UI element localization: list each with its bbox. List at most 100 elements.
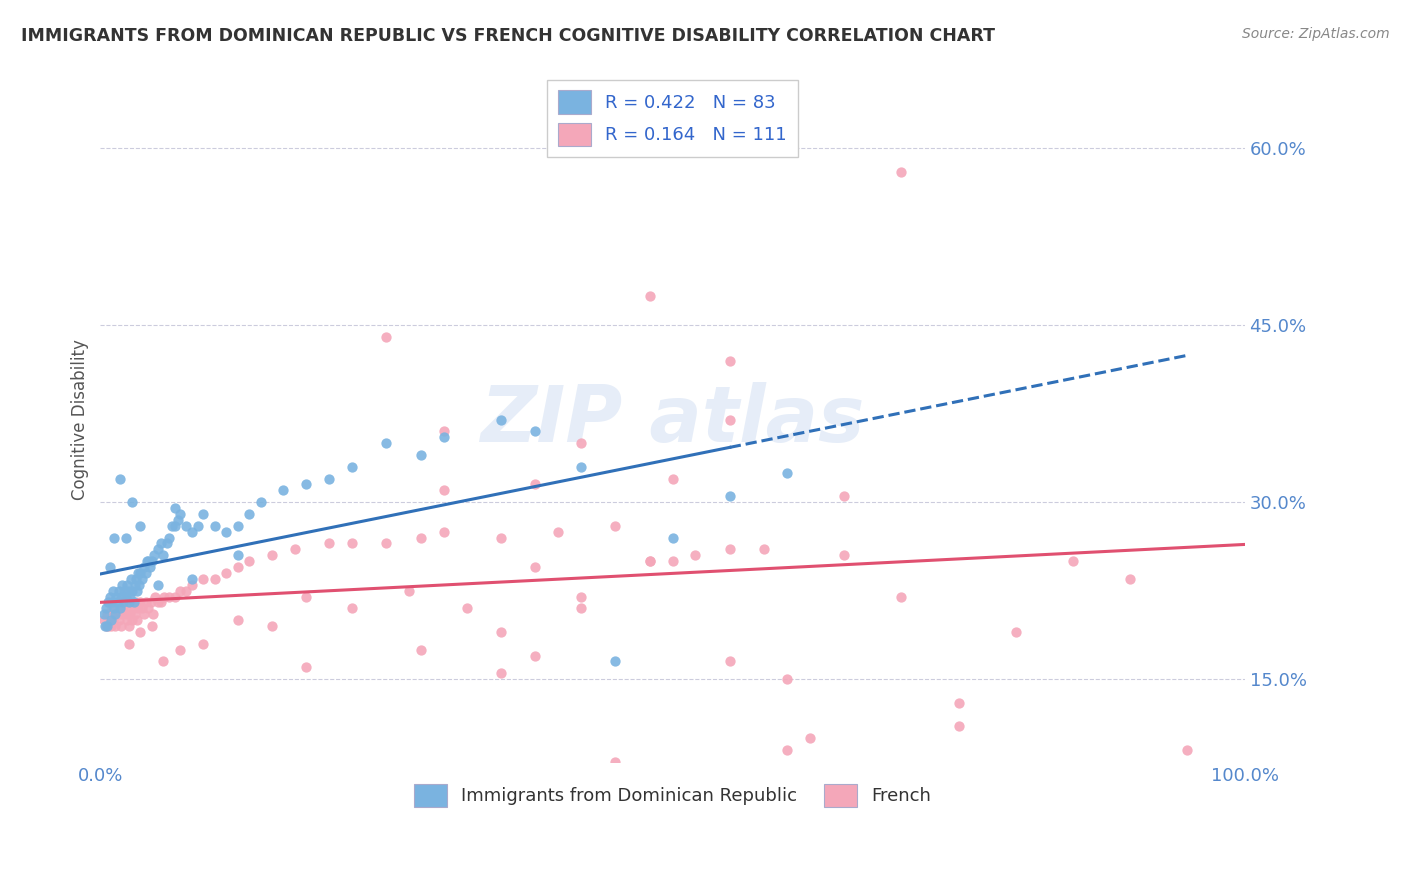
Point [128, 578, 150, 592]
Point [1062, 554, 1084, 568]
Point [605, 755, 627, 769]
Point [132, 607, 155, 622]
Point [117, 601, 139, 615]
Point [193, 637, 215, 651]
Point [433, 524, 456, 539]
Point [318, 472, 340, 486]
Point [489, 666, 512, 681]
Point [409, 642, 432, 657]
Point [125, 613, 148, 627]
Point [124, 578, 146, 592]
Point [122, 595, 145, 609]
Point [776, 466, 799, 480]
Point [661, 554, 683, 568]
Point [139, 595, 162, 609]
Point [295, 660, 318, 674]
Point [94, 619, 117, 633]
Point [120, 572, 142, 586]
Point [112, 583, 135, 598]
Point [249, 495, 271, 509]
Point [295, 477, 318, 491]
Legend: Immigrants from Dominican Republic, French: Immigrants from Dominican Republic, Fren… [406, 777, 938, 814]
Point [295, 590, 318, 604]
Point [375, 436, 398, 450]
Point [103, 531, 125, 545]
Point [127, 601, 149, 615]
Point [101, 613, 124, 627]
Point [718, 655, 741, 669]
Point [1004, 625, 1026, 640]
Point [340, 459, 363, 474]
Point [110, 619, 132, 633]
Point [110, 590, 132, 604]
Point [718, 353, 741, 368]
Point [136, 554, 159, 568]
Point [129, 566, 152, 580]
Point [111, 607, 134, 622]
Point [776, 672, 799, 686]
Point [832, 489, 855, 503]
Point [174, 583, 197, 598]
Point [112, 595, 135, 609]
Point [776, 743, 799, 757]
Point [114, 607, 136, 622]
Point [162, 518, 184, 533]
Point [94, 601, 117, 615]
Point [121, 583, 143, 598]
Point [118, 595, 141, 609]
Point [141, 554, 163, 568]
Point [489, 531, 512, 545]
Point [226, 549, 249, 563]
Point [141, 619, 163, 633]
Point [98, 560, 121, 574]
Point [169, 642, 191, 657]
Point [260, 549, 283, 563]
Point [146, 542, 169, 557]
Point [142, 607, 165, 622]
Text: ZIP atlas: ZIP atlas [481, 382, 865, 458]
Point [193, 507, 215, 521]
Point [120, 590, 142, 604]
Point [100, 613, 122, 627]
Point [94, 619, 117, 633]
Point [685, 549, 707, 563]
Point [103, 601, 125, 615]
Point [138, 554, 160, 568]
Point [398, 583, 420, 598]
Point [661, 531, 683, 545]
Text: IMMIGRANTS FROM DOMINICAN REPUBLIC VS FRENCH COGNITIVE DISABILITY CORRELATION CH: IMMIGRANTS FROM DOMINICAN REPUBLIC VS FR… [21, 27, 995, 45]
Point [638, 554, 661, 568]
Point [150, 595, 173, 609]
Point [524, 477, 547, 491]
Point [97, 595, 120, 609]
Point [111, 578, 134, 592]
Point [547, 524, 569, 539]
Point [890, 165, 912, 179]
Point [146, 578, 169, 592]
Point [167, 513, 190, 527]
Point [105, 601, 128, 615]
Point [121, 613, 143, 627]
Point [238, 507, 260, 521]
Point [215, 524, 238, 539]
Point [98, 590, 121, 604]
Point [96, 619, 118, 633]
Point [524, 648, 547, 663]
Point [138, 560, 160, 574]
Point [152, 655, 174, 669]
Point [569, 436, 592, 450]
Point [120, 595, 142, 609]
Point [569, 601, 592, 615]
Point [605, 655, 627, 669]
Point [153, 590, 176, 604]
Point [115, 613, 138, 627]
Point [832, 549, 855, 563]
Point [120, 607, 142, 622]
Point [318, 536, 340, 550]
Point [375, 330, 398, 344]
Point [122, 601, 145, 615]
Point [108, 601, 131, 615]
Point [156, 536, 179, 550]
Point [456, 601, 478, 615]
Point [169, 507, 191, 521]
